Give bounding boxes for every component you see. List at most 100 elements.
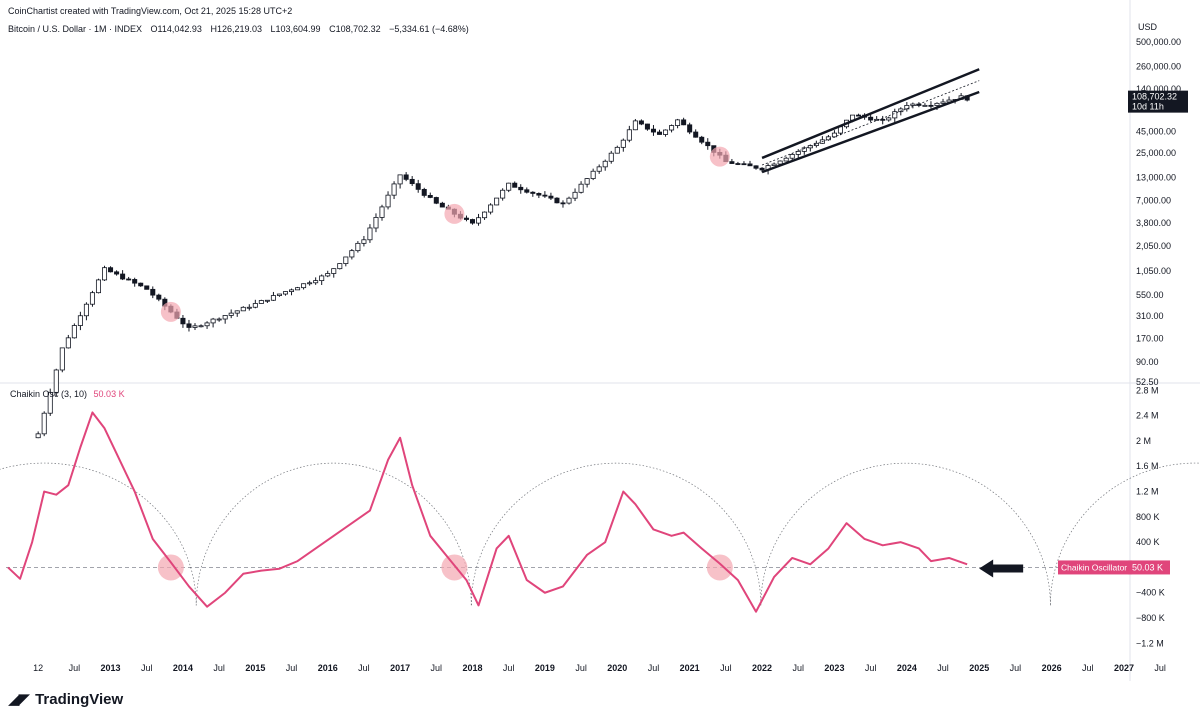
candle[interactable] bbox=[554, 197, 560, 204]
candle[interactable] bbox=[656, 131, 663, 135]
candle[interactable] bbox=[940, 101, 946, 104]
candle[interactable] bbox=[868, 116, 874, 121]
candle[interactable] bbox=[240, 306, 246, 312]
candle[interactable] bbox=[530, 191, 536, 194]
candle[interactable] bbox=[397, 174, 403, 185]
candle[interactable] bbox=[560, 202, 566, 205]
candle[interactable] bbox=[337, 263, 343, 270]
candle[interactable] bbox=[741, 163, 747, 166]
candle[interactable] bbox=[856, 114, 862, 117]
candle[interactable] bbox=[922, 104, 928, 107]
candle[interactable] bbox=[102, 267, 108, 281]
candle[interactable] bbox=[114, 271, 120, 275]
candle[interactable] bbox=[669, 125, 675, 131]
candle[interactable] bbox=[83, 303, 89, 317]
candle[interactable] bbox=[476, 217, 482, 224]
candle[interactable] bbox=[270, 295, 276, 301]
candle[interactable] bbox=[602, 160, 608, 168]
candle[interactable] bbox=[427, 195, 433, 198]
candle[interactable] bbox=[144, 285, 150, 290]
candle[interactable] bbox=[795, 150, 801, 155]
candle[interactable] bbox=[831, 132, 837, 138]
candle[interactable] bbox=[210, 318, 216, 324]
oscillator-pane[interactable]: Chaikin Oscillator 50.03 K bbox=[0, 411, 1200, 613]
last-price-badge[interactable] bbox=[1128, 90, 1188, 113]
candle[interactable] bbox=[693, 131, 699, 138]
time-axis[interactable]: 12 Jul 2013 Jul 2014 Jul 2015 Jul 2016 Jul 2017 Jul… bbox=[33, 663, 1166, 673]
candle[interactable] bbox=[276, 293, 282, 296]
candle[interactable] bbox=[126, 278, 132, 281]
candle[interactable] bbox=[41, 412, 47, 435]
candle[interactable] bbox=[482, 211, 488, 219]
candle[interactable] bbox=[379, 206, 385, 218]
candle[interactable] bbox=[584, 178, 590, 185]
candle[interactable] bbox=[89, 292, 95, 305]
candle[interactable] bbox=[542, 194, 548, 197]
candle[interactable] bbox=[373, 217, 379, 229]
candle[interactable] bbox=[892, 111, 898, 119]
candle[interactable] bbox=[289, 289, 295, 292]
candle[interactable] bbox=[198, 325, 204, 328]
candle[interactable] bbox=[512, 182, 518, 188]
candle[interactable] bbox=[789, 154, 795, 159]
candle[interactable] bbox=[524, 189, 530, 193]
channel-lower-line[interactable] bbox=[761, 90, 980, 174]
candle[interactable] bbox=[192, 325, 198, 328]
candle[interactable] bbox=[71, 325, 77, 339]
candle[interactable] bbox=[307, 282, 313, 285]
candle[interactable] bbox=[264, 299, 270, 302]
candle[interactable] bbox=[355, 242, 361, 252]
candle[interactable] bbox=[729, 161, 735, 164]
candle[interactable] bbox=[439, 202, 445, 208]
candle[interactable] bbox=[626, 129, 632, 141]
candle[interactable] bbox=[608, 152, 614, 162]
candle[interactable] bbox=[910, 103, 916, 106]
oscillator-label-badge[interactable] bbox=[1058, 560, 1132, 575]
candle[interactable] bbox=[572, 191, 578, 199]
candle[interactable] bbox=[313, 280, 319, 284]
candle[interactable] bbox=[391, 183, 397, 196]
candle[interactable] bbox=[295, 287, 301, 291]
candle[interactable] bbox=[494, 197, 500, 206]
candle[interactable] bbox=[675, 119, 681, 126]
candle[interactable] bbox=[928, 104, 934, 107]
candle[interactable] bbox=[421, 188, 427, 196]
candle[interactable] bbox=[735, 163, 741, 165]
candle[interactable] bbox=[138, 282, 144, 287]
candle[interactable] bbox=[687, 124, 693, 133]
candle[interactable] bbox=[361, 239, 367, 244]
candle[interactable] bbox=[548, 195, 554, 199]
symbol-name[interactable]: Bitcoin / U.S. Dollar · 1M · INDEX bbox=[8, 24, 143, 34]
candle[interactable] bbox=[331, 268, 337, 274]
candle[interactable] bbox=[469, 219, 476, 224]
candle[interactable] bbox=[663, 129, 669, 135]
candle[interactable] bbox=[258, 300, 264, 304]
candle[interactable] bbox=[65, 337, 71, 349]
tradingview-logo[interactable]: ◢◤ TradingView bbox=[8, 690, 123, 709]
candle[interactable] bbox=[95, 279, 101, 294]
candle[interactable] bbox=[536, 193, 542, 196]
candle[interactable] bbox=[705, 141, 711, 147]
candle[interactable] bbox=[325, 273, 331, 277]
candle[interactable] bbox=[35, 433, 41, 439]
candle[interactable] bbox=[771, 163, 777, 167]
candle[interactable] bbox=[367, 227, 373, 241]
candle[interactable] bbox=[801, 147, 807, 152]
candle[interactable] bbox=[385, 194, 391, 208]
candle[interactable] bbox=[934, 102, 940, 106]
candle[interactable] bbox=[638, 120, 644, 125]
candle[interactable] bbox=[150, 288, 156, 296]
candle[interactable] bbox=[433, 197, 439, 204]
candle[interactable] bbox=[216, 318, 222, 321]
candle[interactable] bbox=[578, 183, 584, 193]
candle[interactable] bbox=[463, 217, 469, 220]
candle[interactable] bbox=[898, 108, 904, 113]
candle[interactable] bbox=[614, 146, 620, 154]
candle[interactable] bbox=[409, 178, 415, 185]
candle[interactable] bbox=[47, 391, 53, 414]
candle[interactable] bbox=[753, 165, 759, 169]
candle[interactable] bbox=[620, 139, 626, 148]
candle[interactable] bbox=[222, 315, 228, 320]
candle[interactable] bbox=[252, 303, 258, 308]
candle[interactable] bbox=[596, 166, 602, 172]
